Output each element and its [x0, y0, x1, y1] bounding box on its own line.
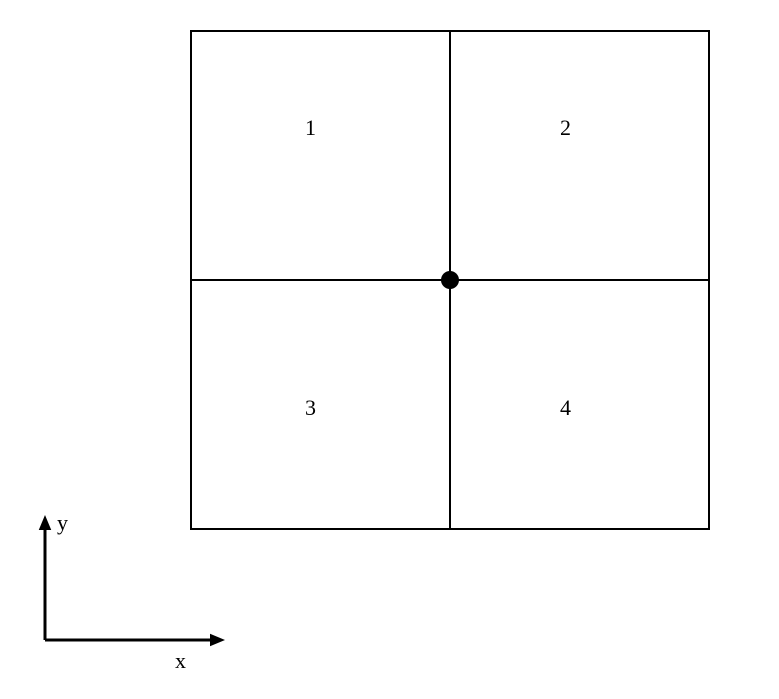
quadrant-label-1: 1	[305, 115, 316, 141]
quadrant-label-2: 2	[560, 115, 571, 141]
center-dot	[441, 271, 459, 289]
quadrant-label-4: 4	[560, 395, 571, 421]
quadrant-label-3: 3	[305, 395, 316, 421]
y-axis-arrow-icon	[39, 515, 52, 530]
x-axis-arrow-icon	[210, 634, 225, 647]
quadrant-grid	[190, 30, 710, 530]
y-axis-label: y	[57, 510, 68, 536]
x-axis-label: x	[175, 648, 186, 674]
